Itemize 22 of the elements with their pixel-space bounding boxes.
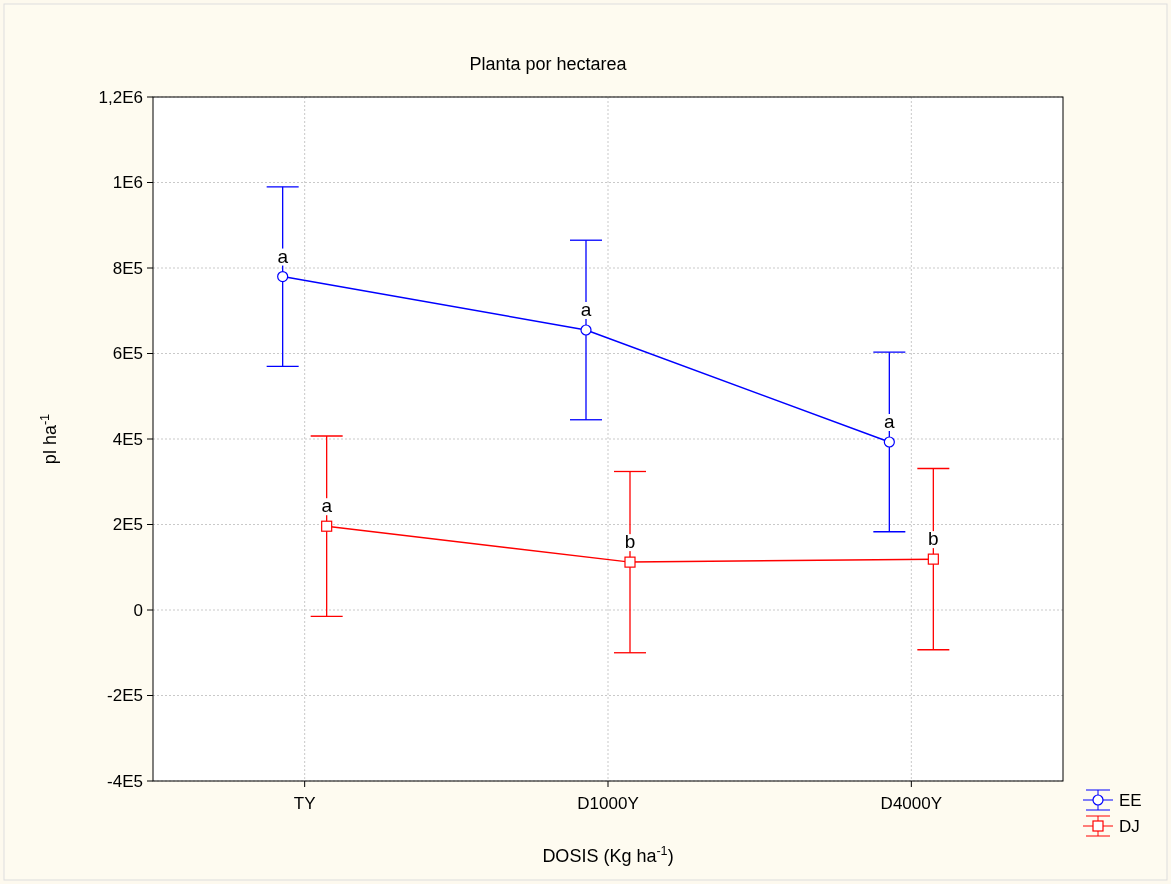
data-label: a xyxy=(884,410,896,432)
data-label: a xyxy=(277,245,289,267)
legend-label: DJ xyxy=(1119,816,1140,836)
x-tick-label: TY xyxy=(293,794,316,813)
x-axis-title: DOSIS (Kg ha$^{-1}$) xyxy=(542,844,674,866)
data-label: b xyxy=(928,528,939,550)
x-tick-label: D4000Y xyxy=(880,794,943,813)
y-tick-label: -4E5 xyxy=(107,771,143,791)
data-label: b xyxy=(624,531,636,553)
y-tick-label: 0 xyxy=(133,600,143,620)
chart-title: Planta por hectarea xyxy=(469,54,628,74)
y-tick-label: 2E5 xyxy=(112,515,143,535)
y-tick-label: 1E6 xyxy=(112,173,143,193)
x-tick-label: D1000Y xyxy=(577,794,639,813)
y-tick-label: 8E5 xyxy=(112,258,143,278)
y-tick-label: -2E5 xyxy=(107,686,143,706)
data-label: a xyxy=(580,298,592,320)
data-label: a xyxy=(321,495,333,517)
y-tick-label: 4E5 xyxy=(112,429,143,449)
y-tick-label: 1,2E6 xyxy=(98,87,143,107)
y-tick-label: 6E5 xyxy=(112,344,143,364)
legend-label: EE xyxy=(1119,790,1142,810)
